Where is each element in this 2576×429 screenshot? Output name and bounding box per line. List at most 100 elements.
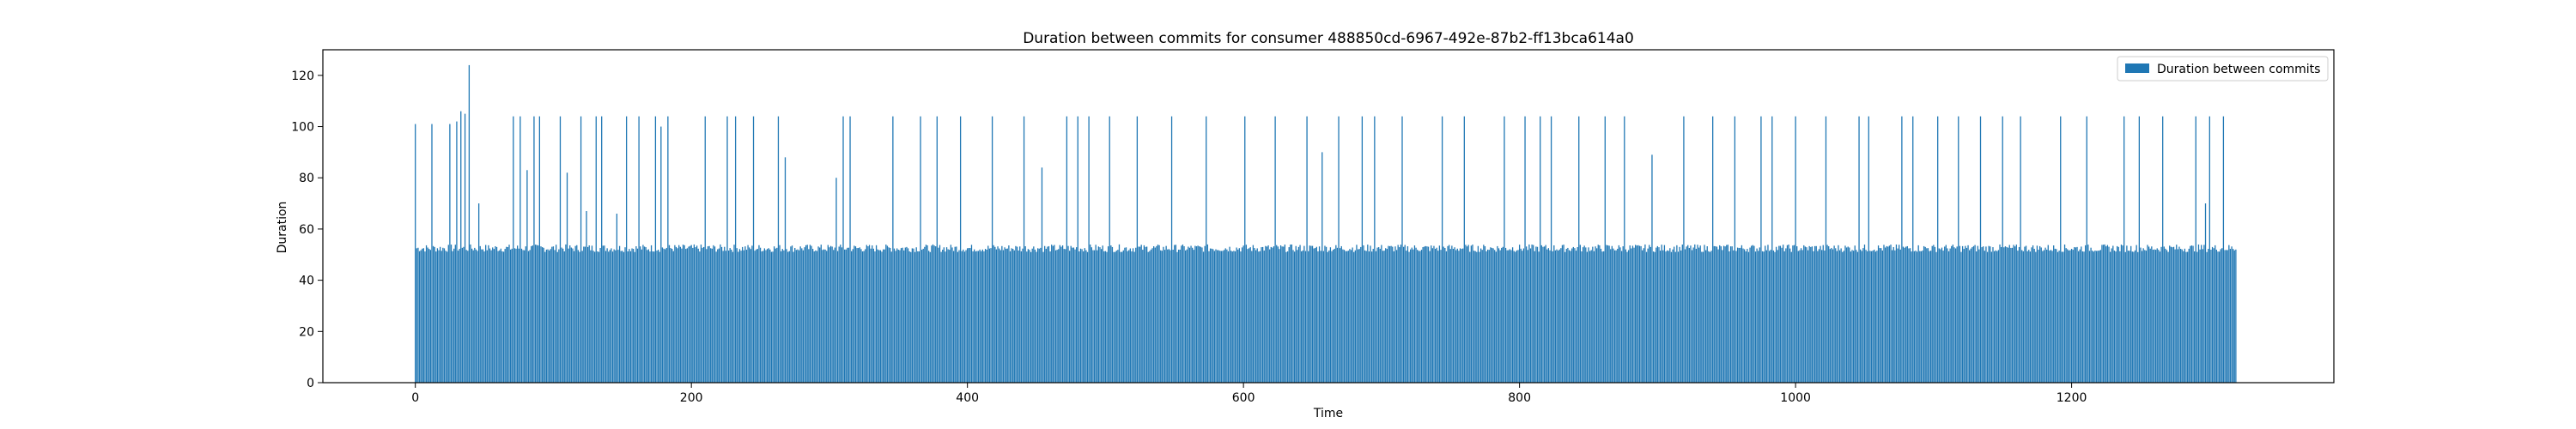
bar — [808, 249, 810, 383]
bar — [565, 244, 567, 383]
bar — [513, 248, 516, 383]
bar — [1687, 245, 1689, 383]
bar — [519, 116, 521, 383]
bar — [1813, 251, 1814, 383]
bar — [1109, 116, 1110, 383]
bar — [875, 245, 878, 383]
bar — [987, 245, 989, 383]
bar — [1153, 245, 1155, 383]
bar — [1738, 247, 1740, 383]
bar — [2024, 246, 2026, 383]
bar — [1353, 251, 1355, 383]
bar — [602, 245, 604, 383]
bar — [2186, 251, 2189, 383]
axes-frame — [322, 49, 2335, 384]
bar — [1256, 248, 1258, 383]
bar — [1578, 116, 1580, 383]
bar — [2174, 249, 2176, 383]
bar — [1592, 246, 1594, 383]
bar — [574, 245, 576, 383]
bar — [1184, 250, 1187, 383]
bar — [2109, 251, 2111, 383]
bar — [1385, 248, 1387, 383]
bar — [1202, 251, 1205, 383]
bar — [1579, 245, 1581, 383]
bar — [1638, 245, 1641, 383]
bar — [475, 249, 477, 383]
bar — [900, 248, 902, 383]
bar — [1779, 245, 1782, 383]
bar — [1984, 251, 1985, 383]
bar — [1139, 246, 1141, 383]
bar — [1704, 250, 1707, 383]
bar — [1425, 245, 1426, 383]
bar — [1624, 116, 1625, 383]
bar — [1374, 116, 1376, 383]
bar — [1308, 251, 1309, 383]
bar — [1133, 251, 1135, 383]
bar — [1722, 245, 1725, 383]
bar — [1558, 249, 1560, 383]
bar — [1740, 247, 1741, 383]
bar — [2233, 250, 2235, 383]
bar — [1090, 245, 1091, 383]
bar — [1008, 245, 1010, 383]
bar — [2202, 249, 2203, 383]
bar — [671, 249, 673, 383]
bar — [766, 249, 769, 383]
bar — [554, 250, 556, 383]
bar — [1360, 246, 1362, 383]
bar — [1309, 245, 1310, 383]
bar — [2221, 248, 2223, 383]
bar — [754, 251, 756, 383]
bar — [1222, 251, 1224, 383]
bar — [659, 251, 660, 383]
bar — [1247, 249, 1249, 383]
bar — [1488, 250, 1490, 383]
bar — [417, 247, 419, 383]
bar — [1197, 245, 1199, 383]
bar — [2131, 251, 2133, 383]
bar — [1434, 249, 1437, 383]
bar — [438, 250, 440, 383]
bar — [1381, 245, 1382, 383]
bar — [1656, 245, 1659, 383]
bar — [1292, 250, 1294, 383]
bar — [2038, 245, 2041, 383]
bar — [2117, 246, 2119, 383]
bar — [1751, 245, 1753, 383]
bar — [1810, 246, 1812, 383]
bar — [1572, 246, 1574, 383]
bar — [2227, 250, 2228, 383]
bar — [2085, 245, 2087, 383]
bar — [1553, 245, 1555, 383]
bar — [1143, 245, 1145, 383]
bar — [1331, 251, 1333, 383]
y-axis-label: Duration — [276, 202, 289, 254]
bar — [1099, 247, 1101, 383]
bar — [678, 245, 680, 383]
bar — [1044, 245, 1046, 383]
bar — [1863, 245, 1866, 383]
bar — [1571, 248, 1573, 383]
bar — [983, 251, 985, 383]
bar — [1899, 249, 1901, 383]
bar — [1199, 246, 1200, 383]
bar — [860, 249, 862, 383]
bar — [1862, 248, 1864, 383]
bar — [1469, 251, 1471, 383]
bar — [556, 251, 558, 383]
bar — [1378, 247, 1380, 383]
bar — [2222, 116, 2225, 383]
bar — [1249, 247, 1251, 383]
bar — [1785, 248, 1787, 383]
bar — [1731, 246, 1733, 383]
bar — [2183, 251, 2184, 383]
bar — [670, 248, 671, 383]
bar — [1072, 247, 1075, 383]
bar — [2003, 247, 2005, 383]
bar — [2112, 245, 2114, 383]
bar — [1815, 245, 1817, 383]
bar — [2211, 246, 2214, 383]
bar — [497, 251, 499, 383]
